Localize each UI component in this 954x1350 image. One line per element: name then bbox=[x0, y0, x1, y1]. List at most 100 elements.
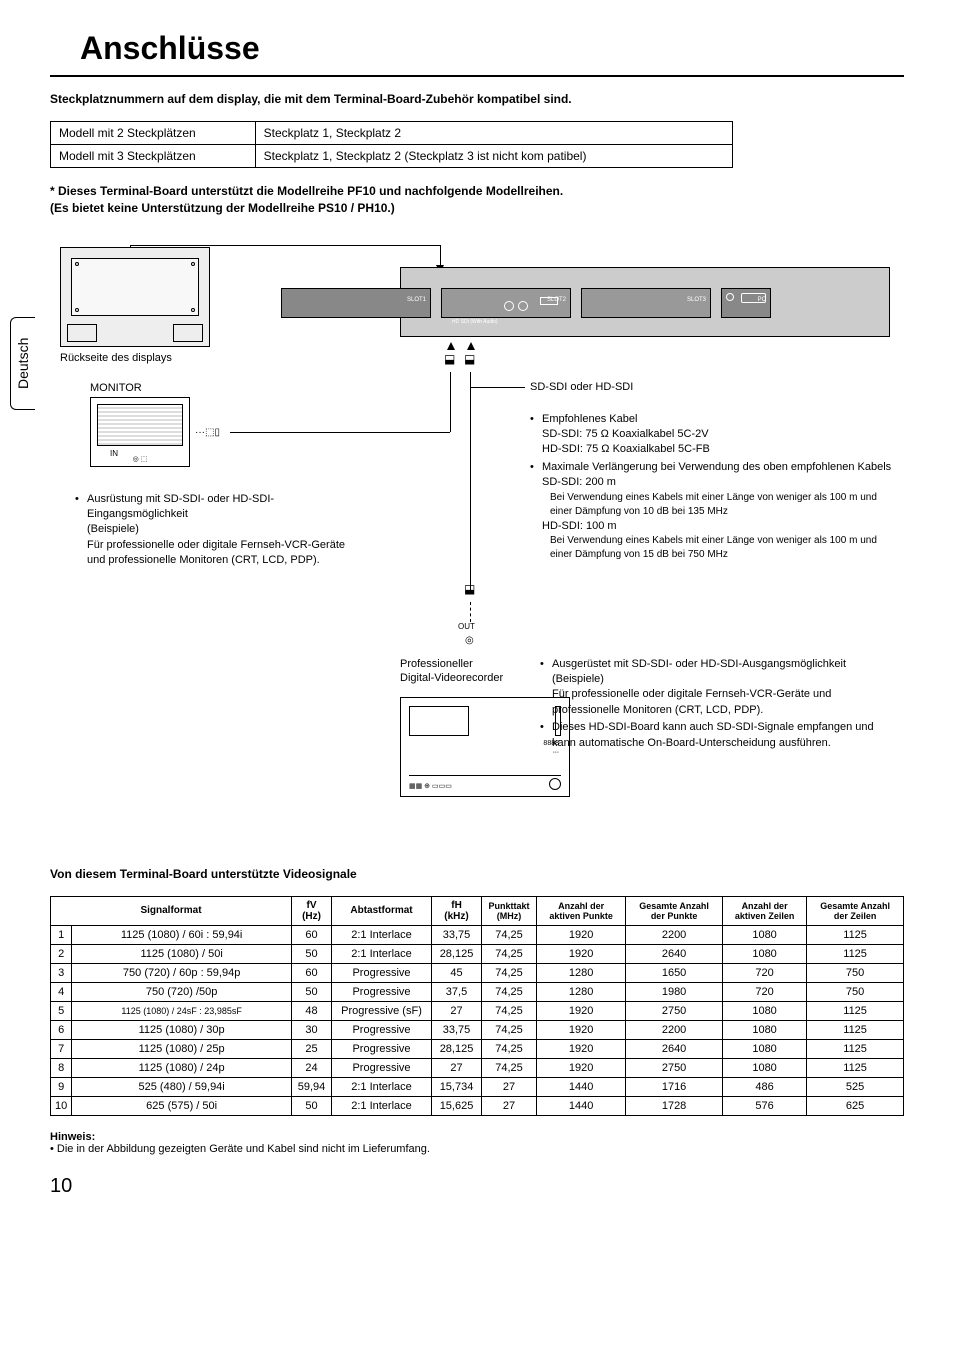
cell: 750 bbox=[807, 982, 904, 1001]
cell: 1125 (1080) / 24sF : 23,985sF bbox=[72, 1001, 292, 1020]
cell: Progressive bbox=[332, 1058, 432, 1077]
cell: 1125 (1080) / 60i : 59,94i bbox=[72, 925, 292, 944]
cell: 1125 bbox=[807, 1020, 904, 1039]
cell: 720 bbox=[722, 982, 806, 1001]
cell: 1125 (1080) / 25p bbox=[72, 1039, 292, 1058]
cell: Steckplatz 1, Steckplatz 2 bbox=[255, 122, 733, 145]
page-number: 10 bbox=[50, 1175, 904, 1198]
cell: 45 bbox=[432, 963, 482, 982]
slot2: HD SDI (With Audio) SLOT2 bbox=[441, 288, 571, 318]
note-heading: Hinweis: bbox=[50, 1131, 95, 1143]
right-equipment-info: Ausgerüstet mit SD-SDI- oder HD-SDI-Ausg… bbox=[540, 657, 900, 753]
slot1: SLOT1 bbox=[281, 288, 431, 318]
cell: 1440 bbox=[537, 1096, 626, 1115]
cell: 2640 bbox=[626, 1039, 723, 1058]
cell: Progressive bbox=[332, 1039, 432, 1058]
cell: 50 bbox=[292, 944, 332, 963]
cell: 2:1 Interlace bbox=[332, 925, 432, 944]
signal-heading: Von diesem Terminal-Board unterstützte V… bbox=[50, 867, 904, 881]
cell: 750 (720) / 60p : 59,94p bbox=[72, 963, 292, 982]
cell: Progressive bbox=[332, 982, 432, 1001]
cell: 1080 bbox=[722, 1058, 806, 1077]
slot3: SLOT3 bbox=[581, 288, 711, 318]
subtitle: Steckplatznummern auf dem display, die m… bbox=[50, 92, 904, 106]
cell: 2200 bbox=[626, 925, 723, 944]
cell: 27 bbox=[432, 1058, 482, 1077]
cell: 25 bbox=[292, 1039, 332, 1058]
cell: Progressive (sF) bbox=[332, 1001, 432, 1020]
cell: 15,625 bbox=[432, 1096, 482, 1115]
table-row: 21125 (1080) / 50i502:1 Interlace28,1257… bbox=[51, 944, 904, 963]
cell: 1980 bbox=[626, 982, 723, 1001]
cell: 2:1 Interlace bbox=[332, 1096, 432, 1115]
table-row: Modell mit 2 Steckplätzen Steckplatz 1, … bbox=[51, 122, 733, 145]
footer-note: Hinweis: • Die in der Abbildung gezeigte… bbox=[50, 1131, 904, 1155]
cell: 1280 bbox=[537, 963, 626, 982]
in-label: IN bbox=[110, 449, 118, 458]
cell: 1125 (1080) / 24p bbox=[72, 1058, 292, 1077]
table-row: 10625 (575) / 50i502:1 Interlace15,62527… bbox=[51, 1096, 904, 1115]
cell: 1080 bbox=[722, 1020, 806, 1039]
cell: 2750 bbox=[626, 1001, 723, 1020]
cell: 1125 bbox=[807, 1058, 904, 1077]
th: Gesamte Anzahl der Punkte bbox=[626, 896, 723, 925]
cell: 720 bbox=[722, 963, 806, 982]
cell: 1125 bbox=[807, 1039, 904, 1058]
slot-panel: SLOT1 HD SDI (With Audio) SLOT2 SLOT3 PC bbox=[400, 267, 890, 337]
cell: 750 (720) /50p bbox=[72, 982, 292, 1001]
cell: 33,75 bbox=[432, 925, 482, 944]
bnc-icon: ⬓ bbox=[464, 582, 475, 596]
table-row: 9525 (480) / 59,94i59,942:1 Interlace15,… bbox=[51, 1077, 904, 1096]
cell: 15,734 bbox=[432, 1077, 482, 1096]
cell: 1920 bbox=[537, 1020, 626, 1039]
cell: 6 bbox=[51, 1020, 72, 1039]
cell: 3 bbox=[51, 963, 72, 982]
cell: 1280 bbox=[537, 982, 626, 1001]
monitor-icon: ◎ ⬚ bbox=[90, 397, 190, 467]
cell: 1080 bbox=[722, 1039, 806, 1058]
cell: 74,25 bbox=[482, 1020, 537, 1039]
diagram-area: Rückseite des displays MONITOR ◎ ⬚ ···⬚▯… bbox=[50, 237, 904, 837]
cell: 50 bbox=[292, 982, 332, 1001]
cell: 60 bbox=[292, 925, 332, 944]
cell: 1125 (1080) / 30p bbox=[72, 1020, 292, 1039]
cell: 1080 bbox=[722, 1001, 806, 1020]
cell: 625 (575) / 50i bbox=[72, 1096, 292, 1115]
vcr-label: Professioneller Digital-Videorecorder bbox=[400, 657, 503, 686]
cell: 60 bbox=[292, 963, 332, 982]
pc-port: PC bbox=[721, 288, 771, 318]
table-row: 61125 (1080) / 30p30Progressive33,7574,2… bbox=[51, 1020, 904, 1039]
connector-icon: ◎ bbox=[465, 635, 474, 646]
th: Signalformat bbox=[51, 896, 292, 925]
cell: 10 bbox=[51, 1096, 72, 1115]
cell: 2:1 Interlace bbox=[332, 1077, 432, 1096]
cell: 28,125 bbox=[432, 1039, 482, 1058]
title-rule bbox=[50, 75, 904, 77]
table-row: 71125 (1080) / 25p25Progressive28,12574,… bbox=[51, 1039, 904, 1058]
cell: Progressive bbox=[332, 1020, 432, 1039]
display-back-label: Rückseite des displays bbox=[60, 352, 172, 364]
cell: 1920 bbox=[537, 925, 626, 944]
table-row: 81125 (1080) / 24p24Progressive2774,2519… bbox=[51, 1058, 904, 1077]
cable-info: Empfohlenes Kabel SD-SDI: 75 Ω Koaxialka… bbox=[530, 412, 900, 564]
cell: Modell mit 3 Steckplätzen bbox=[51, 145, 256, 168]
th: Abtastformat bbox=[332, 896, 432, 925]
sdi-title: SD-SDI oder HD-SDI bbox=[530, 380, 633, 395]
cell: 74,25 bbox=[482, 963, 537, 982]
th: Punkttakt (MHz) bbox=[482, 896, 537, 925]
cell: 74,25 bbox=[482, 944, 537, 963]
cell: 74,25 bbox=[482, 1001, 537, 1020]
table-row: Modell mit 3 Steckplätzen Steckplatz 1, … bbox=[51, 145, 733, 168]
cell: 9 bbox=[51, 1077, 72, 1096]
th: fV (Hz) bbox=[292, 896, 332, 925]
cell: 1920 bbox=[537, 1039, 626, 1058]
cell: Steckplatz 1, Steckplatz 2 (Steckplatz 3… bbox=[255, 145, 733, 168]
cell: 625 bbox=[807, 1096, 904, 1115]
cell: 37,5 bbox=[432, 982, 482, 1001]
cell: 1716 bbox=[626, 1077, 723, 1096]
cell: 1920 bbox=[537, 1058, 626, 1077]
cell: 4 bbox=[51, 982, 72, 1001]
cell: 750 bbox=[807, 963, 904, 982]
table-row: 3750 (720) / 60p : 59,94p60Progressive45… bbox=[51, 963, 904, 982]
display-rear-icon bbox=[60, 247, 210, 347]
